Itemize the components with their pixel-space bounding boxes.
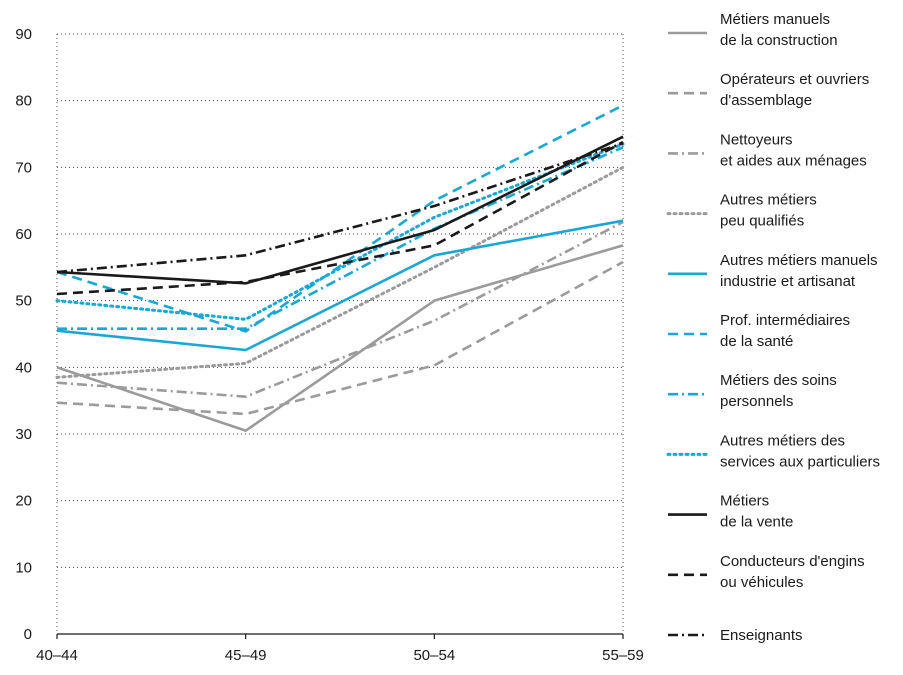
legend-label-11: Enseignants [720, 627, 803, 644]
series-line-9 [56, 135, 624, 285]
x-tick-label: 45–49 [225, 647, 267, 664]
series-line-1 [56, 244, 624, 432]
y-tick-label: 50 [15, 293, 32, 310]
y-tick-label: 10 [15, 559, 32, 576]
y-tick-label: 70 [15, 159, 32, 176]
y-tick-label: 90 [15, 26, 32, 43]
series-line-3 [56, 220, 624, 398]
legend: Métiers manuels de la construction Opérate… [666, 11, 880, 644]
series-line-6 [56, 104, 624, 333]
x-tick-labels: 40–44 45–49 50–54 55–59 [36, 647, 644, 664]
axes [56, 633, 624, 639]
y-tick-label: 60 [15, 226, 32, 243]
series-line-4 [55, 165, 625, 379]
grid-lines [56, 33, 624, 634]
legend-label-2: Opérateurs et ouvriers d'assemblage [720, 71, 869, 109]
y-tick-labels: 0 10 20 30 40 50 60 70 80 90 [15, 26, 32, 643]
y-tick-label: 80 [15, 93, 32, 110]
series-line-11 [56, 142, 624, 274]
series-lines [55, 104, 625, 432]
legend-label-4: Autres métiers peu qualifiés [720, 192, 817, 230]
y-tick-label: 30 [15, 426, 32, 443]
legend-label-5: Autres métiers manuels industrie et artis… [720, 252, 878, 290]
series-line-10 [56, 140, 624, 296]
legend-label-9: Métiers de la vente [720, 493, 793, 531]
series-line-5 [56, 219, 624, 352]
legend-label-1: Métiers manuels de la construction [720, 11, 838, 49]
series-line-8 [55, 142, 625, 321]
legend-label-8: Autres métiers des services aux particuli… [720, 432, 880, 470]
legend-label-10: Conducteurs d'engins ou véhicules [720, 553, 865, 591]
y-tick-label: 20 [15, 493, 32, 510]
series-line-2 [56, 260, 624, 416]
series-line-7 [57, 146, 624, 330]
y-tick-label: 0 [24, 626, 32, 643]
legend-label-6: Prof. intermédiaires de la santé [720, 312, 850, 350]
x-tick-label: 40–44 [36, 647, 78, 664]
y-tick-label: 40 [15, 359, 32, 376]
legend-label-7: Métiers des soins personnels [720, 372, 837, 410]
legend-label-3: Nettoyeurs et aides aux ménages [720, 131, 867, 169]
x-tick-label: 50–54 [413, 647, 455, 664]
x-tick-label: 55–59 [602, 647, 644, 664]
